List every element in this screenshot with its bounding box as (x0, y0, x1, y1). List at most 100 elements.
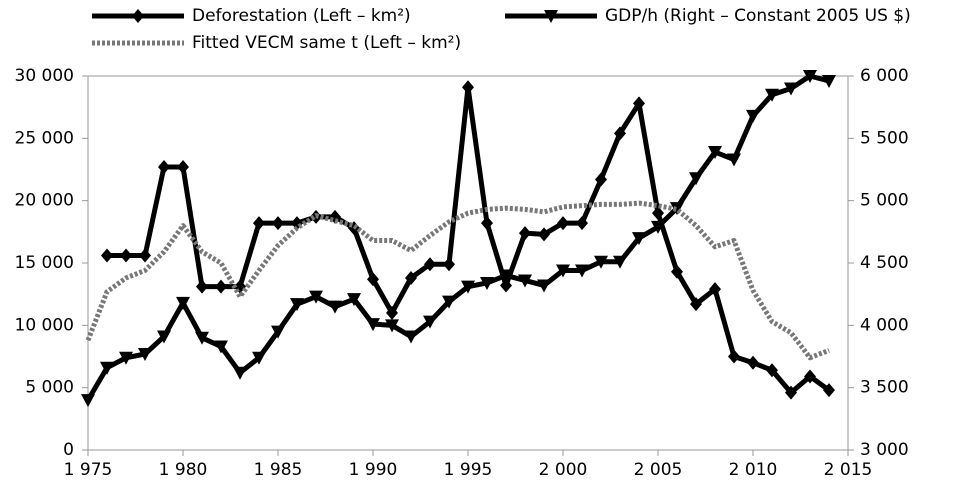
marker (138, 348, 152, 362)
plot-frame (87, 75, 849, 451)
y-tick-label: 15 000 (15, 253, 74, 273)
marker (537, 279, 551, 293)
x-tick-label: 2 000 (539, 460, 588, 480)
marker (443, 257, 455, 272)
marker (196, 279, 208, 294)
marker (519, 226, 531, 241)
y2-tick-label: 5 500 (860, 128, 909, 148)
marker (157, 330, 171, 344)
marker (481, 216, 493, 231)
y2-tick-label: 3 000 (860, 440, 909, 460)
x-tick-label: 1 980 (159, 460, 208, 480)
marker (690, 297, 702, 312)
marker (727, 153, 741, 167)
marker (480, 276, 494, 290)
marker (328, 300, 342, 314)
marker (404, 330, 418, 344)
marker (272, 216, 284, 231)
marker (132, 9, 144, 23)
marker (708, 146, 722, 160)
marker (405, 270, 417, 285)
legend-label: Deforestation (Left – km²) (192, 6, 411, 26)
marker (309, 290, 323, 304)
x-tick-label: 2 005 (634, 460, 683, 480)
marker (271, 325, 285, 339)
marker (158, 160, 170, 175)
marker (709, 282, 721, 297)
marker (613, 255, 627, 269)
y2-tick-label: 3 500 (860, 378, 909, 398)
marker (689, 172, 703, 186)
marker (614, 126, 626, 141)
marker (557, 216, 569, 231)
marker (671, 264, 683, 279)
marker (747, 355, 759, 370)
y-tick-label: 20 000 (15, 191, 74, 211)
marker (500, 278, 512, 293)
marker (766, 363, 778, 378)
marker (424, 257, 436, 272)
marker (633, 96, 645, 111)
marker (544, 10, 558, 23)
series-line (107, 84, 831, 396)
marker (746, 109, 760, 123)
marker (177, 160, 189, 175)
marker (594, 255, 608, 269)
marker (386, 305, 398, 320)
x-tick-label: 1 985 (254, 460, 303, 480)
marker (215, 279, 227, 294)
y2-tick-label: 6 000 (860, 66, 909, 86)
marker (576, 216, 588, 231)
marker (785, 385, 797, 400)
marker (670, 202, 684, 216)
marker (101, 248, 113, 263)
legend-label: GDP/h (Right – Constant 2005 US $) (605, 6, 911, 26)
y-tick-label: 25 000 (15, 128, 74, 148)
marker (556, 264, 570, 278)
marker (462, 80, 474, 95)
marker (784, 82, 798, 96)
x-tick-label: 1 975 (64, 460, 113, 480)
legend-label: Fitted VECM same t (Left – km²) (192, 33, 461, 53)
marker (803, 70, 817, 83)
marker (367, 272, 379, 287)
marker (632, 232, 646, 246)
marker (366, 318, 380, 332)
marker (290, 298, 304, 312)
y2-tick-label: 4 000 (860, 315, 909, 335)
y-tick-label: 10 000 (15, 315, 74, 335)
series-line (85, 200, 830, 361)
marker (81, 394, 95, 408)
marker (176, 296, 190, 310)
x-tick-label: 2 015 (824, 460, 873, 480)
marker (100, 361, 114, 375)
marker (423, 315, 437, 329)
marker (575, 264, 589, 278)
marker (651, 220, 665, 234)
marker (139, 248, 151, 263)
marker (442, 295, 456, 309)
marker (233, 366, 247, 380)
series-line (85, 73, 830, 402)
marker (195, 331, 209, 345)
x-tick-label: 2 010 (729, 460, 778, 480)
y2-tick-label: 5 000 (860, 191, 909, 211)
marker (385, 319, 399, 333)
y2-tick-label: 4 500 (860, 253, 909, 273)
marker (595, 172, 607, 187)
marker (252, 351, 266, 365)
y-tick-label: 30 000 (15, 66, 74, 86)
marker (120, 248, 132, 263)
marker (461, 280, 475, 294)
x-tick-label: 1 995 (444, 460, 493, 480)
marker (347, 293, 361, 307)
marker (804, 369, 816, 384)
marker (499, 269, 513, 283)
y-tick-label: 0 (63, 440, 74, 460)
marker (253, 216, 265, 231)
y-tick-label: 5 000 (25, 378, 74, 398)
marker (518, 274, 532, 288)
marker (765, 88, 779, 102)
marker (823, 383, 835, 398)
